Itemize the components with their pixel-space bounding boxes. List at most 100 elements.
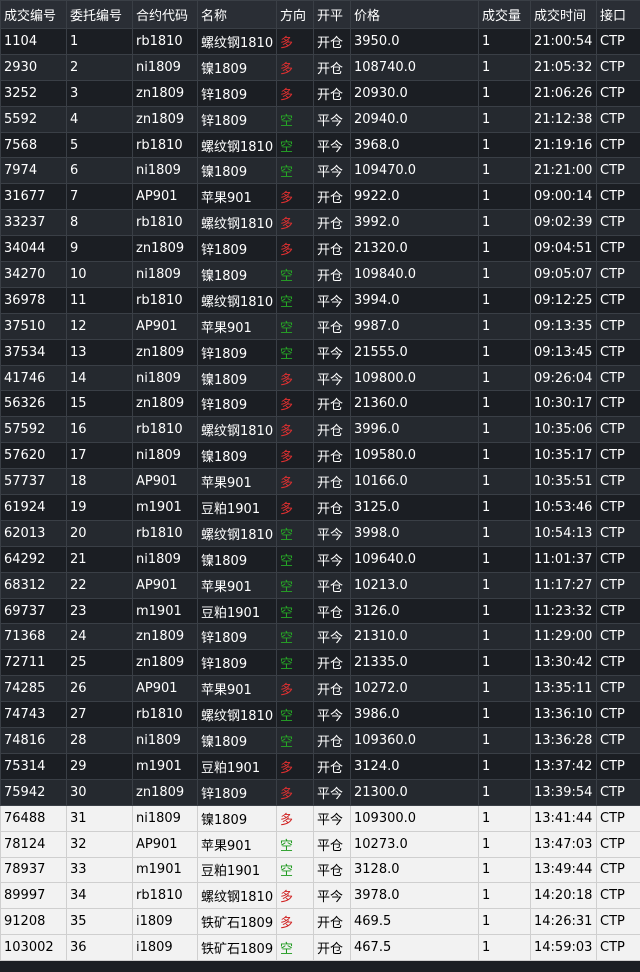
time-cell: 13:47:03	[530, 830, 597, 858]
table-row[interactable]: 37534 13 zn1809 锌1809 空平今 21555.0 1 09:13:45 CTP	[0, 338, 640, 366]
trade-rows: 1104 1 rb1810 螺纹钢1810 多开仓 3950.0 1 21:00:54 CTP 2…	[0, 28, 640, 962]
table-row[interactable]: 2930 2 ni1809 镍1809 多开仓 108740.0 1 21:05:32 CTP	[0, 53, 640, 81]
col-header-volume[interactable]: 成交量	[478, 0, 531, 29]
name-cell: 螺纹钢1810	[197, 28, 277, 55]
price-cell: 3994.0	[350, 286, 479, 314]
time-cell: 14:59:03	[530, 934, 597, 962]
order-id-cell: 15	[66, 390, 133, 418]
offset-cell: 开仓	[313, 934, 351, 962]
table-row[interactable]: 36978 11 rb1810 螺纹钢1810 空平今 3994.0 1 09:12:25 CT…	[0, 286, 640, 314]
table-row[interactable]: 75314 29 m1901 豆粕1901 多开仓 3124.0 1 13:37:42 CTP	[0, 752, 640, 780]
table-row[interactable]: 74743 27 rb1810 螺纹钢1810 空平今 3986.0 1 13:36:10 CT…	[0, 701, 640, 729]
order-id-cell: 8	[66, 209, 133, 237]
table-row[interactable]: 74285 26 AP901 苹果901 多开仓 10272.0 1 13:35:11 CTP	[0, 675, 640, 703]
col-header-order-id[interactable]: 委托编号	[66, 0, 133, 29]
col-header-offset[interactable]: 开平	[313, 0, 351, 29]
trade-id-cell: 57737	[0, 468, 67, 496]
time-cell: 13:41:44	[530, 804, 597, 832]
table-row[interactable]: 74816 28 ni1809 镍1809 空开仓 109360.0 1 13:36:28 CT…	[0, 727, 640, 754]
col-header-trade-id[interactable]: 成交编号	[0, 0, 67, 29]
gateway-cell: CTP	[596, 312, 640, 340]
price-cell: 9922.0	[350, 183, 479, 211]
time-cell: 09:26:04	[530, 364, 597, 392]
col-header-gateway[interactable]: 接口	[596, 0, 640, 29]
time-cell: 14:26:31	[530, 908, 597, 936]
table-row[interactable]: 57592 16 rb1810 螺纹钢1810 多开仓 3996.0 1 10:35:06 CT…	[0, 416, 640, 444]
order-id-cell: 5	[66, 131, 133, 159]
table-row[interactable]: 69737 23 m1901 豆粕1901 空平仓 3126.0 1 11:23:32 CTP	[0, 597, 640, 625]
table-row[interactable]: 76488 31 ni1809 镍1809 多平今 109300.0 1 13:41:44 CT…	[0, 804, 640, 832]
gateway-cell: CTP	[596, 882, 640, 910]
col-header-time[interactable]: 成交时间	[530, 0, 597, 29]
gateway-cell: CTP	[596, 209, 640, 237]
volume-cell: 1	[478, 53, 531, 81]
time-cell: 09:05:07	[530, 261, 597, 288]
time-cell: 11:23:32	[530, 597, 597, 625]
direction-cell: 多	[276, 235, 314, 263]
volume-cell: 1	[478, 157, 531, 185]
direction-cell: 空	[276, 701, 314, 729]
trade-id-cell: 37510	[0, 312, 67, 340]
name-cell: 镍1809	[197, 545, 277, 573]
direction-cell: 空	[276, 571, 314, 599]
symbol-cell: rb1810	[132, 209, 198, 237]
price-cell: 21320.0	[350, 235, 479, 263]
name-cell: 铁矿石1809	[197, 934, 277, 962]
table-row[interactable]: 78937 33 m1901 豆粕1901 空平仓 3128.0 1 13:49:44 CTP	[0, 856, 640, 884]
table-row[interactable]: 3252 3 zn1809 锌1809 多开仓 20930.0 1 21:06:26 CTP	[0, 79, 640, 107]
col-header-name[interactable]: 名称	[197, 0, 277, 29]
volume-cell: 1	[478, 545, 531, 573]
direction-cell: 多	[276, 778, 314, 806]
col-header-price[interactable]: 价格	[350, 0, 479, 29]
table-row[interactable]: 64292 21 ni1809 镍1809 空平今 109640.0 1 11:01:37 CT…	[0, 545, 640, 573]
table-row[interactable]: 5592 4 zn1809 锌1809 空平今 20940.0 1 21:12:38 CTP	[0, 105, 640, 133]
table-row[interactable]: 31677 7 AP901 苹果901 多开仓 9922.0 1 09:00:14 CTP	[0, 183, 640, 211]
table-row[interactable]: 91208 35 i1809 铁矿石1809 多开仓 469.5 1 14:26:31 CTP	[0, 908, 640, 936]
offset-cell: 开仓	[313, 79, 351, 107]
table-row[interactable]: 57620 17 ni1809 镍1809 多开仓 109580.0 1 10:35:17 CT…	[0, 442, 640, 470]
trade-id-cell: 75314	[0, 752, 67, 780]
trade-id-cell: 57592	[0, 416, 67, 444]
table-row[interactable]: 78124 32 AP901 苹果901 空平仓 10273.0 1 13:47:03 CTP	[0, 830, 640, 858]
name-cell: 镍1809	[197, 442, 277, 470]
price-cell: 109840.0	[350, 261, 479, 288]
table-row[interactable]: 33237 8 rb1810 螺纹钢1810 多开仓 3992.0 1 09:02:39 CTP	[0, 209, 640, 237]
name-cell: 铁矿石1809	[197, 908, 277, 936]
table-row[interactable]: 56326 15 zn1809 锌1809 多开仓 21360.0 1 10:30:17 CTP	[0, 390, 640, 418]
gateway-cell: CTP	[596, 235, 640, 263]
volume-cell: 1	[478, 908, 531, 936]
col-header-symbol[interactable]: 合约代码	[132, 0, 198, 29]
table-row[interactable]: 57737 18 AP901 苹果901 多开仓 10166.0 1 10:35:51 CTP	[0, 468, 640, 496]
table-row[interactable]: 37510 12 AP901 苹果901 空平仓 9987.0 1 09:13:35 CTP	[0, 312, 640, 340]
direction-cell: 空	[276, 856, 314, 884]
table-row[interactable]: 68312 22 AP901 苹果901 空平仓 10213.0 1 11:17:27 CTP	[0, 571, 640, 599]
order-id-cell: 3	[66, 79, 133, 107]
table-row[interactable]: 7974 6 ni1809 镍1809 空平今 109470.0 1 21:21:00 CTP	[0, 157, 640, 185]
time-cell: 09:00:14	[530, 183, 597, 211]
table-row[interactable]: 72711 25 zn1809 锌1809 空开仓 21335.0 1 13:30:42 CTP	[0, 649, 640, 677]
volume-cell: 1	[478, 623, 531, 651]
time-cell: 10:35:51	[530, 468, 597, 496]
volume-cell: 1	[478, 338, 531, 366]
table-row[interactable]: 34044 9 zn1809 锌1809 多开仓 21320.0 1 09:04:51 CTP	[0, 235, 640, 263]
table-row[interactable]: 62013 20 rb1810 螺纹钢1810 空平今 3998.0 1 10:54:13 CT…	[0, 519, 640, 547]
table-row[interactable]: 61924 19 m1901 豆粕1901 多开仓 3125.0 1 10:53:46 CTP	[0, 494, 640, 521]
table-row[interactable]: 41746 14 ni1809 镍1809 多平今 109800.0 1 09:26:04 CT…	[0, 364, 640, 392]
col-header-direction[interactable]: 方向	[276, 0, 314, 29]
table-row[interactable]: 34270 10 ni1809 镍1809 空开仓 109840.0 1 09:05:07 CT…	[0, 261, 640, 288]
trade-id-cell: 103002	[0, 934, 67, 962]
table-row[interactable]: 1104 1 rb1810 螺纹钢1810 多开仓 3950.0 1 21:00:54 CTP	[0, 28, 640, 55]
table-row[interactable]: 103002 36 i1809 铁矿石1809 空开仓 467.5 1 14:59:03 CTP	[0, 934, 640, 962]
table-row[interactable]: 7568 5 rb1810 螺纹钢1810 空平今 3968.0 1 21:19:16 CTP	[0, 131, 640, 159]
trade-id-cell: 34270	[0, 261, 67, 288]
direction-cell: 多	[276, 468, 314, 496]
table-row[interactable]: 89997 34 rb1810 螺纹钢1810 多平今 3978.0 1 14:20:18 CT…	[0, 882, 640, 910]
trade-id-cell: 75942	[0, 778, 67, 806]
volume-cell: 1	[478, 649, 531, 677]
table-row[interactable]: 71368 24 zn1809 锌1809 空平今 21310.0 1 11:29:00 CTP	[0, 623, 640, 651]
trade-id-cell: 78937	[0, 856, 67, 884]
direction-cell: 多	[276, 416, 314, 444]
volume-cell: 1	[478, 261, 531, 288]
table-row[interactable]: 75942 30 zn1809 锌1809 多平今 21300.0 1 13:39:54 CTP	[0, 778, 640, 806]
order-id-cell: 33	[66, 856, 133, 884]
